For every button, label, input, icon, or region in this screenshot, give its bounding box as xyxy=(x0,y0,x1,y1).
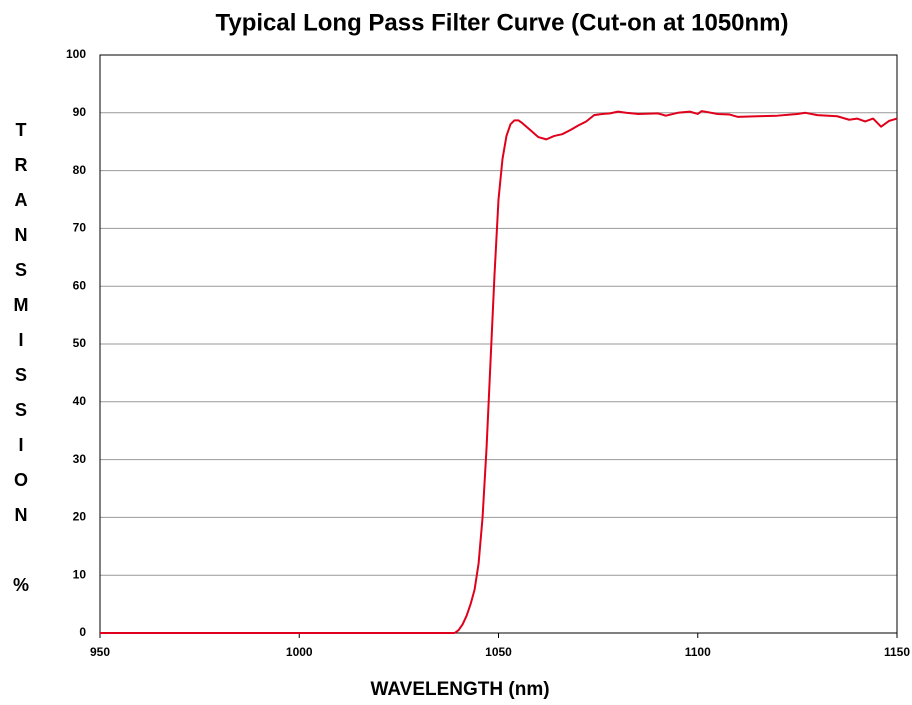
x-tick-label: 1100 xyxy=(685,645,711,659)
x-axis-label: WAVELENGTH (nm) xyxy=(370,679,549,700)
y-tick-label: 60 xyxy=(73,278,87,292)
plot-frame xyxy=(99,54,898,634)
y-tick-label: 20 xyxy=(73,510,87,524)
data-line xyxy=(100,110,898,634)
x-tick-label: 1150 xyxy=(884,645,910,659)
chart-title: Typical Long Pass Filter Curve (Cut-on a… xyxy=(216,9,789,36)
y-tick-label: 70 xyxy=(73,221,87,235)
y-tick-label: 80 xyxy=(73,163,87,177)
x-tick-label: 950 xyxy=(90,645,110,659)
y-tick-label: 10 xyxy=(73,567,87,581)
x-tick-label: 1050 xyxy=(485,645,512,659)
y-tick-label: 30 xyxy=(73,452,87,466)
y-tick-label: 40 xyxy=(73,394,87,408)
y-tick-label: 90 xyxy=(73,105,87,119)
y-tick-label: 0 xyxy=(79,625,86,639)
x-tick-label: 1000 xyxy=(286,645,313,659)
y-tick-label: 100 xyxy=(66,47,86,61)
y-tick-label: 50 xyxy=(73,336,87,350)
y-axis-label: TRANSMISSION % xyxy=(11,120,31,610)
